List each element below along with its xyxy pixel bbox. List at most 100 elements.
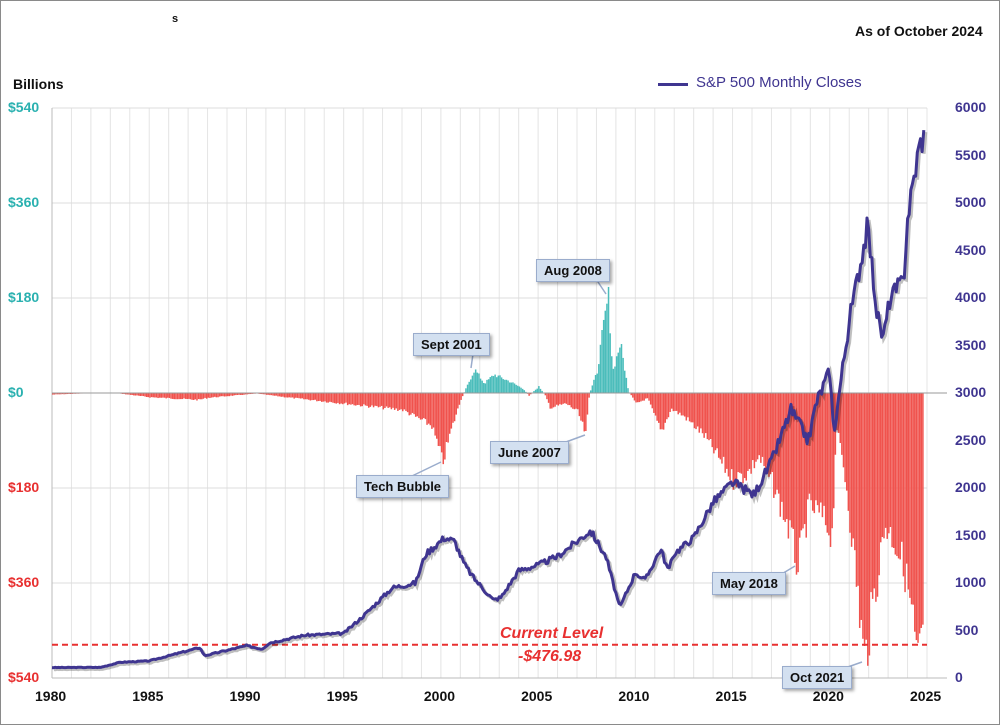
- bar: [426, 393, 428, 425]
- bar: [418, 393, 420, 419]
- bar: [769, 393, 772, 475]
- bar: [646, 393, 649, 399]
- right-tick-label: 5500: [955, 146, 987, 163]
- bar: [416, 393, 419, 417]
- bar: [854, 393, 856, 551]
- annotation-oct-2021: Oct 2021: [782, 666, 853, 689]
- bar: [747, 393, 749, 472]
- bar: [709, 393, 712, 440]
- bar: [690, 393, 692, 423]
- bar: [205, 393, 208, 399]
- bar: [661, 393, 663, 430]
- bar: [577, 393, 579, 410]
- bar: [327, 393, 329, 403]
- bar: [410, 393, 412, 415]
- bar: [693, 393, 696, 429]
- bar: [201, 393, 203, 400]
- bar: [811, 393, 814, 511]
- bar: [803, 393, 806, 525]
- bar: [607, 286, 610, 393]
- bar: [761, 393, 764, 457]
- bar: [52, 393, 54, 395]
- bar: [168, 393, 171, 398]
- bar: [231, 393, 234, 396]
- bar: [758, 393, 760, 456]
- bar: [889, 393, 892, 527]
- bar: [142, 393, 145, 397]
- bar: [580, 393, 582, 421]
- right-tick-label: 500: [955, 621, 979, 638]
- bar: [355, 393, 357, 406]
- bar: [387, 393, 389, 408]
- bar: [505, 379, 508, 393]
- bar: [726, 393, 728, 469]
- bar: [434, 393, 436, 436]
- bar: [222, 393, 224, 397]
- bar: [714, 393, 717, 451]
- bar: [659, 393, 662, 430]
- bar: [293, 393, 295, 399]
- bar: [235, 393, 237, 396]
- bar: [149, 393, 151, 398]
- bar: [448, 393, 451, 434]
- bar: [892, 393, 895, 548]
- bar: [192, 393, 195, 400]
- bar: [860, 393, 863, 620]
- bar: [299, 393, 302, 399]
- bar: [236, 393, 239, 395]
- bar: [473, 372, 475, 393]
- bar: [594, 375, 597, 393]
- bar: [878, 393, 880, 576]
- bar: [717, 393, 720, 458]
- bar: [845, 393, 848, 491]
- bar: [445, 393, 448, 442]
- bar: [356, 393, 359, 405]
- bar: [437, 393, 440, 446]
- bar: [145, 393, 148, 397]
- bar: [591, 385, 594, 393]
- bar: [233, 393, 235, 396]
- bar: [826, 393, 829, 533]
- bar: [766, 393, 769, 466]
- bar: [533, 390, 535, 393]
- bar: [64, 393, 67, 395]
- subtitle-fragment: s: [172, 13, 179, 25]
- bar: [432, 393, 435, 428]
- bar: [745, 393, 748, 481]
- bar: [559, 393, 561, 405]
- bar: [649, 393, 652, 405]
- bar: [677, 393, 679, 415]
- bar: [317, 393, 320, 402]
- bar: [173, 393, 176, 400]
- bar: [800, 393, 803, 531]
- x-tick-label: 2020: [812, 688, 844, 704]
- bar: [716, 393, 718, 449]
- bar: [55, 393, 57, 395]
- bar: [565, 393, 568, 404]
- bar: [899, 393, 901, 560]
- right-tick-label: 1500: [955, 526, 987, 543]
- bar: [552, 393, 555, 408]
- right-tick-label: 2000: [955, 479, 987, 495]
- x-tick-label: 2005: [521, 688, 553, 704]
- bar: [471, 375, 474, 393]
- bar: [687, 393, 689, 418]
- bar: [398, 393, 401, 410]
- bar: [752, 393, 754, 461]
- bar: [129, 393, 132, 395]
- bar: [727, 393, 730, 477]
- bar: [771, 393, 773, 473]
- bar: [311, 393, 313, 401]
- bar: [479, 378, 482, 393]
- bar: [722, 393, 725, 457]
- bar: [157, 393, 159, 399]
- left-tick-label: $360: [8, 574, 40, 590]
- bar: [816, 393, 819, 506]
- bar: [881, 393, 884, 537]
- bar: [312, 393, 315, 401]
- bar: [202, 393, 205, 399]
- bar: [215, 393, 218, 398]
- bar: [367, 393, 370, 408]
- legend-line-swatch: [658, 83, 688, 86]
- x-tick-label: 1985: [132, 688, 164, 704]
